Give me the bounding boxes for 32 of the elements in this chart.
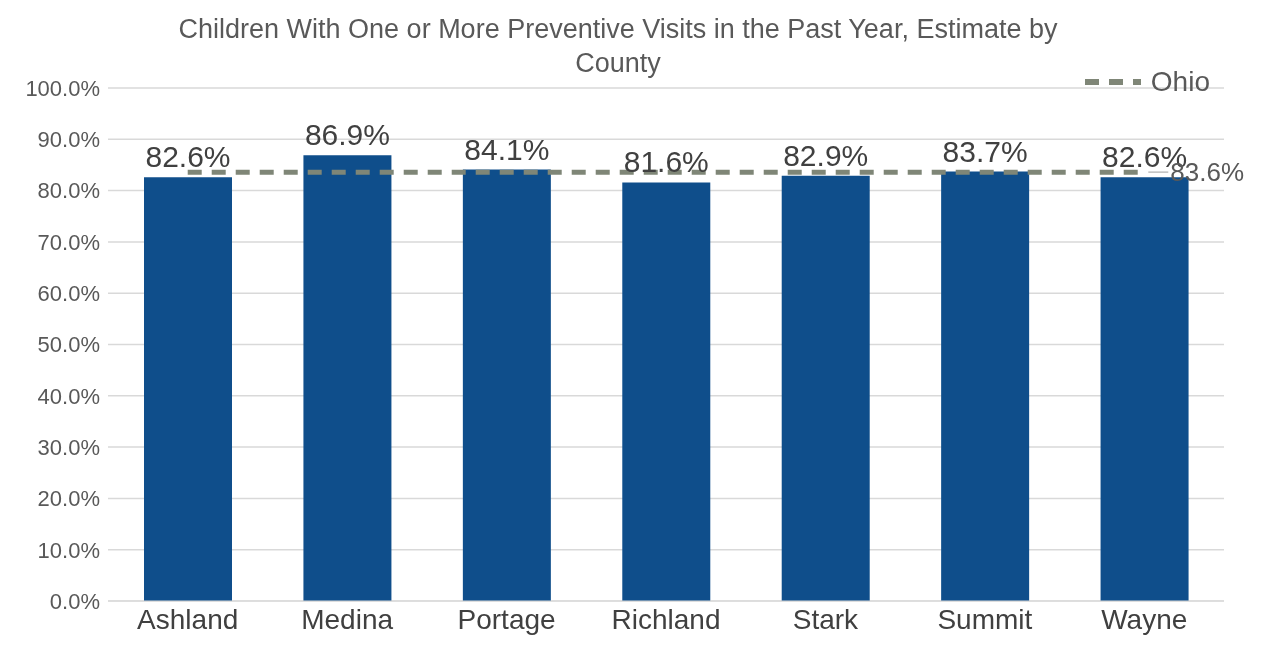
bar bbox=[622, 182, 711, 601]
bar bbox=[941, 171, 1030, 601]
y-tick-label: 60.0% bbox=[37, 281, 100, 307]
x-tick-label: Medina bbox=[301, 603, 394, 635]
data-label: 82.9% bbox=[783, 138, 869, 172]
y-tick-label: 10.0% bbox=[37, 537, 100, 563]
data-label: 86.9% bbox=[304, 118, 390, 152]
y-tick-label: 100.0% bbox=[25, 75, 100, 101]
y-tick-label: 70.0% bbox=[37, 229, 100, 255]
legend-label: Ohio bbox=[1150, 66, 1210, 98]
data-label: 84.1% bbox=[464, 132, 550, 166]
bar bbox=[303, 155, 392, 601]
x-tick-label: Summit bbox=[937, 603, 1033, 635]
y-tick-label: 0.0% bbox=[49, 588, 100, 614]
bar bbox=[462, 169, 551, 601]
x-tick-label: Richland bbox=[611, 603, 721, 635]
data-label: 82.6% bbox=[145, 140, 231, 174]
data-label: 83.7% bbox=[942, 134, 1028, 168]
x-tick-label: Ashland bbox=[137, 603, 239, 635]
x-tick-label: Portage bbox=[457, 603, 556, 635]
y-tick-label: 80.0% bbox=[37, 178, 100, 204]
y-tick-label: 20.0% bbox=[37, 486, 100, 512]
y-tick-label: 40.0% bbox=[37, 383, 100, 409]
x-tick-label: Wayne bbox=[1101, 603, 1188, 635]
y-tick-label: 30.0% bbox=[37, 434, 100, 460]
y-tick-label: 90.0% bbox=[37, 127, 100, 153]
data-label: 81.6% bbox=[623, 145, 709, 179]
x-tick-label: Stark bbox=[792, 603, 860, 635]
bar bbox=[781, 175, 870, 601]
chart-title: Children With One or More Preventive Visits in the Past Year, Estimate by County bbox=[177, 13, 1059, 80]
y-tick-label: 50.0% bbox=[37, 332, 100, 358]
bar bbox=[144, 177, 232, 601]
